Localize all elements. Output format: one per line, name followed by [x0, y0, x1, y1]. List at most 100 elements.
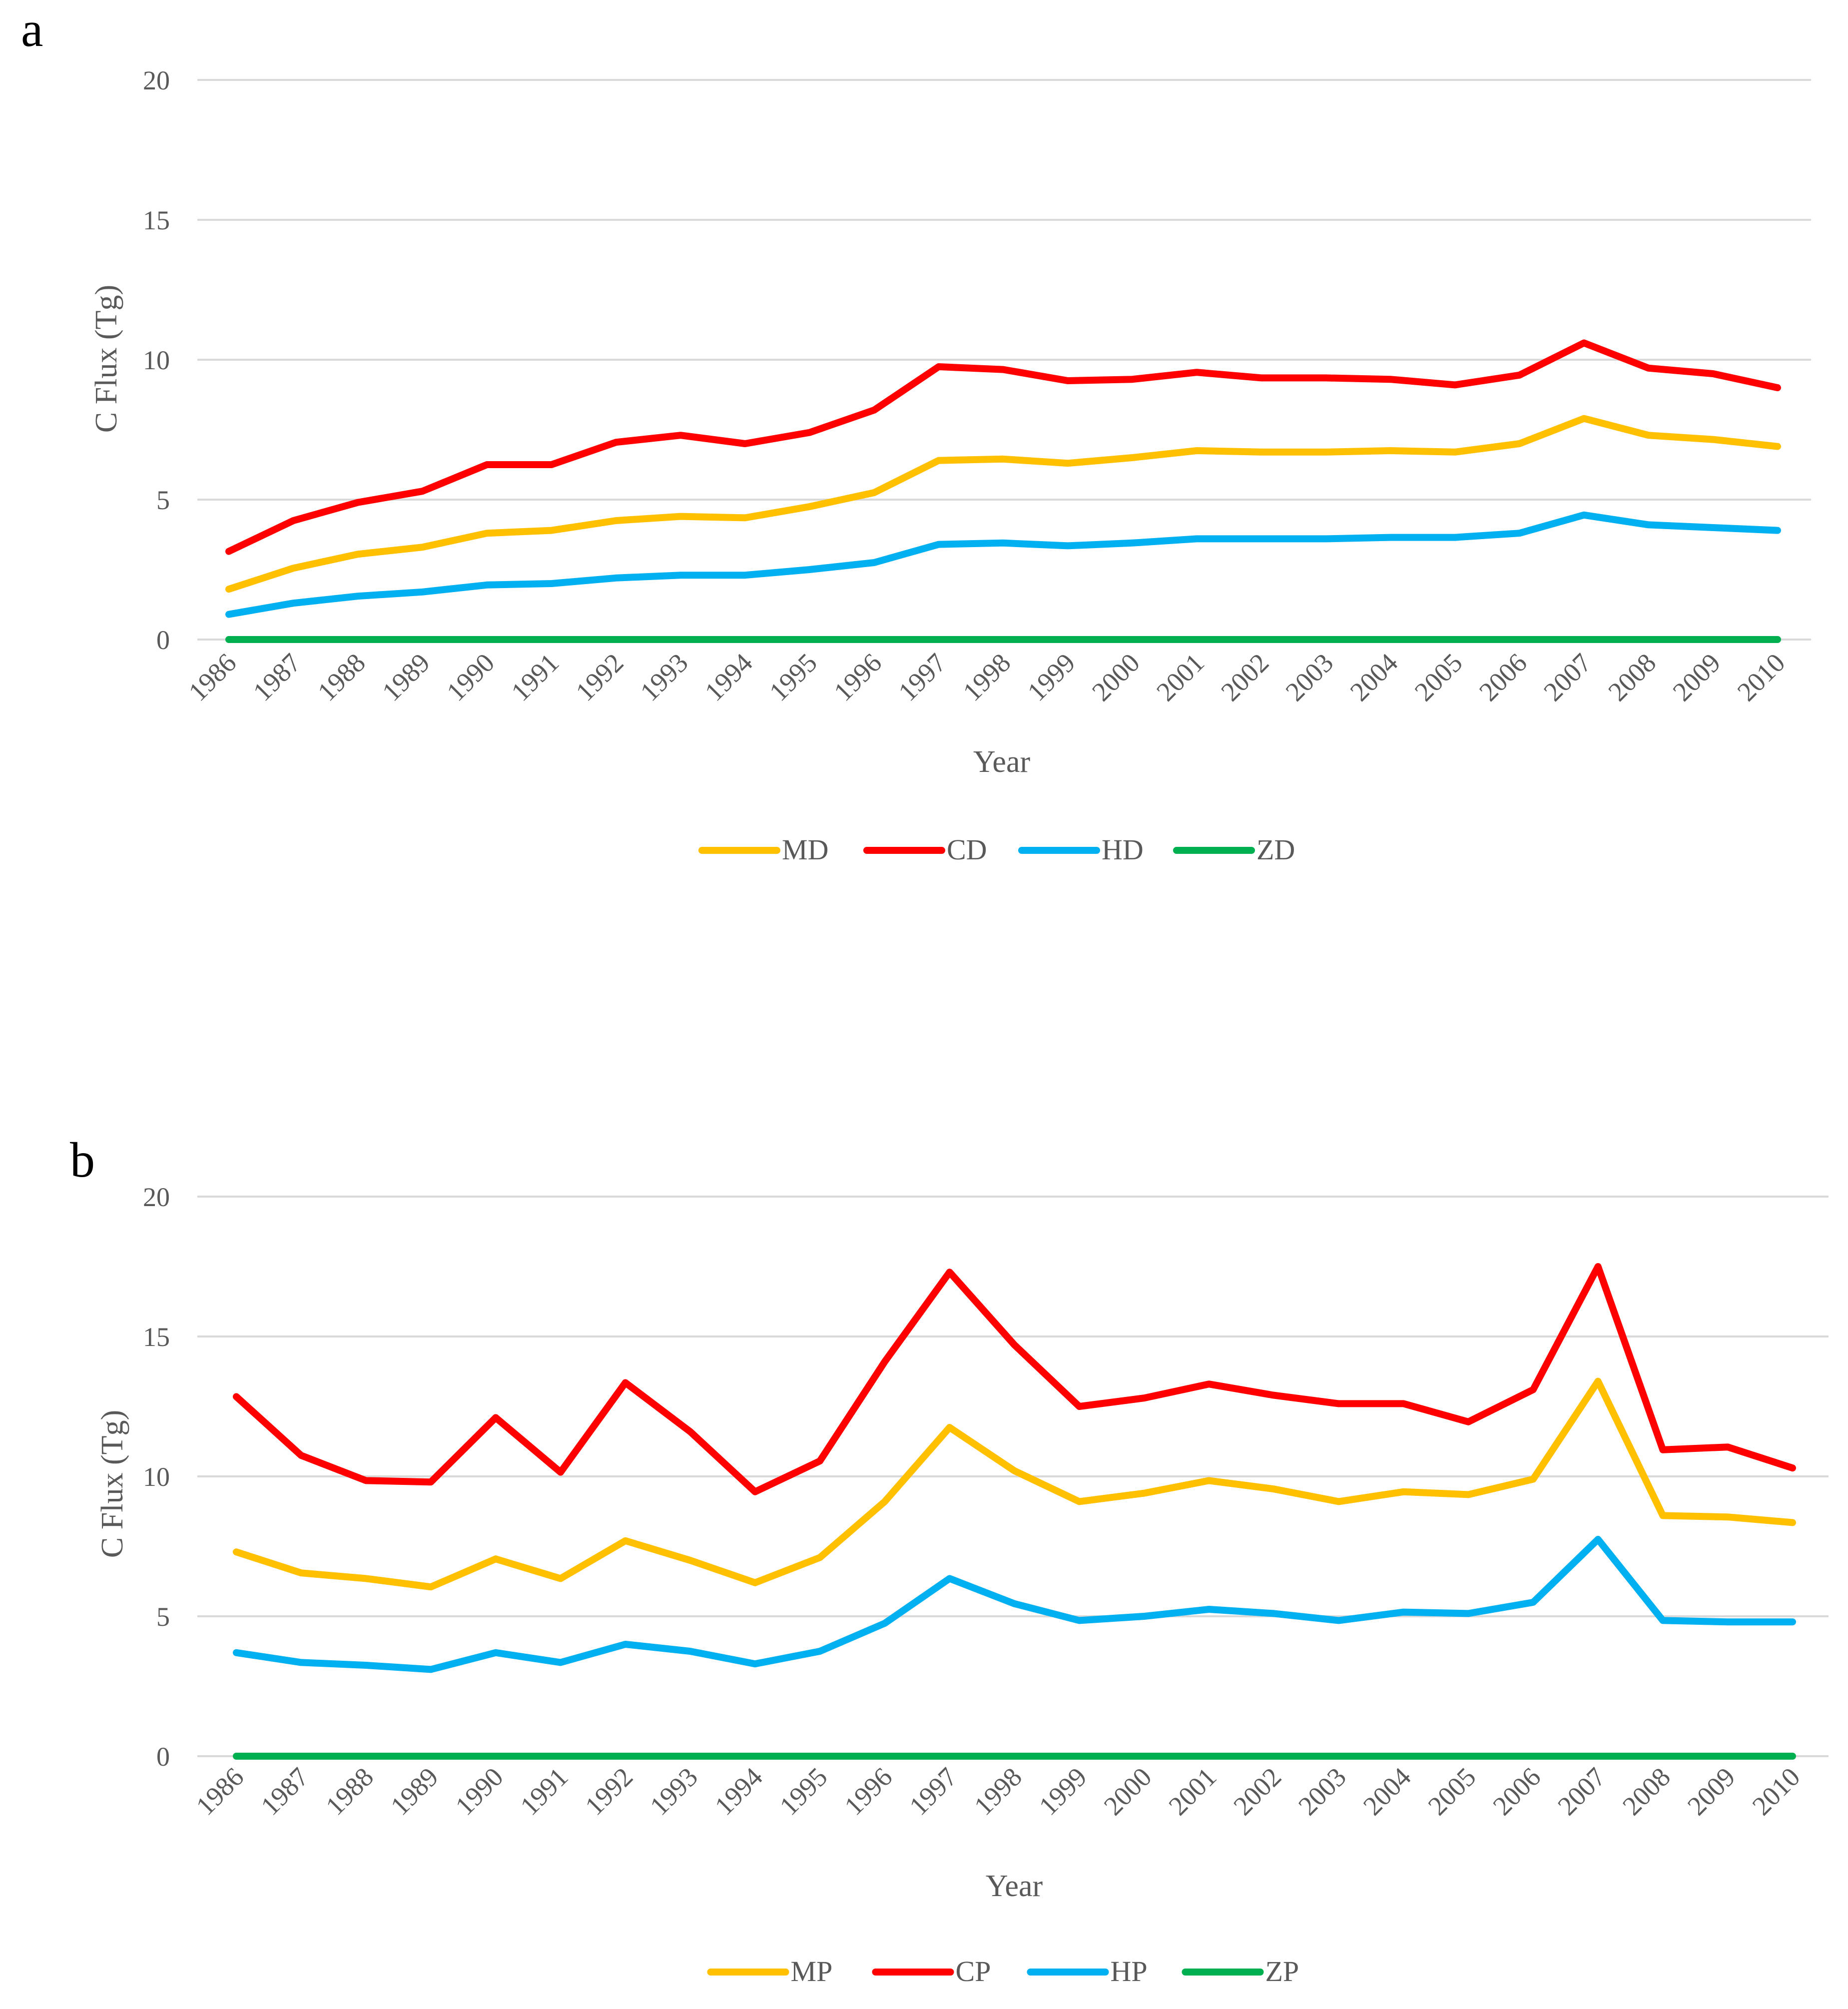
legend-label: ZP: [1265, 1955, 1299, 1988]
legend-item-cd: CD: [863, 833, 987, 866]
panel-label: a: [21, 1, 43, 57]
y-axis-title: C Flux (Tg): [89, 285, 123, 433]
x-tick-label: 1993: [644, 1762, 703, 1821]
x-tick-label: 1999: [1022, 648, 1081, 707]
x-tick-label: 1997: [893, 648, 952, 707]
legend-item-hd: HD: [1018, 833, 1144, 866]
legend-label: MP: [791, 1955, 833, 1988]
x-tick-label: 2002: [1215, 648, 1274, 707]
series-line-md: [225, 415, 1781, 593]
x-tick-label: 2006: [1473, 648, 1533, 707]
legend-label: MD: [782, 833, 828, 866]
x-tick-label: 1998: [957, 648, 1017, 707]
x-tick-label: 2004: [1344, 648, 1404, 707]
x-tick-label: 1990: [450, 1762, 509, 1821]
x-tick-label: 1995: [774, 1762, 833, 1821]
x-tick-label: 1989: [376, 648, 436, 707]
y-tick-label: 5: [156, 1602, 170, 1632]
x-tick-label: 1996: [828, 648, 887, 707]
x-tick-label: 2007: [1552, 1762, 1611, 1821]
series-lines: [225, 339, 1781, 643]
series-line-hd: [225, 511, 1781, 618]
x-tick-label: 2008: [1617, 1762, 1676, 1821]
gridlines: [197, 1196, 1829, 1757]
y-tick-label: 0: [156, 1742, 170, 1772]
y-tick-label: 15: [143, 1322, 170, 1352]
y-axis-title: C Flux (Tg): [95, 1410, 129, 1558]
x-axis-ticks: 1986 1987 1988 1989 1990 1991 1992 1993 1994 1995…: [190, 1762, 1806, 1821]
y-tick-label: 5: [156, 485, 170, 515]
x-tick-label: 1990: [441, 648, 500, 707]
x-tick-label: 1986: [183, 648, 242, 707]
x-tick-label: 2007: [1538, 648, 1597, 707]
series-line-hp: [233, 1536, 1796, 1673]
x-tick-label: 2006: [1487, 1762, 1547, 1821]
y-tick-label: 10: [143, 1462, 170, 1492]
x-axis-title: Year: [986, 1869, 1043, 1903]
x-tick-label: 2003: [1292, 1762, 1352, 1821]
x-tick-label: 2000: [1098, 1762, 1158, 1821]
legend-label: CD: [947, 833, 987, 866]
x-tick-label: 1992: [579, 1762, 638, 1821]
x-tick-label: 1987: [247, 648, 307, 707]
y-tick-label: 10: [143, 345, 170, 375]
legend-item-md: MD: [698, 833, 828, 866]
y-axis-ticks: 0 5 10 15 20: [143, 65, 170, 655]
x-tick-label: 1996: [839, 1762, 898, 1821]
series-line-cp: [233, 1263, 1796, 1495]
x-tick-label: 1994: [699, 648, 758, 707]
x-tick-label: 1987: [255, 1762, 314, 1821]
series-line-cd: [225, 339, 1781, 555]
x-tick-label: 1999: [1033, 1762, 1093, 1821]
x-tick-label: 1989: [385, 1762, 444, 1821]
x-tick-label: 1991: [515, 1762, 574, 1821]
legend: MP CP HP ZP: [707, 1955, 1299, 1988]
x-tick-label: 2002: [1228, 1762, 1287, 1821]
legend-item-mp: MP: [707, 1955, 833, 1988]
x-tick-label: 2009: [1682, 1762, 1741, 1821]
x-axis-title: Year: [973, 745, 1031, 779]
x-tick-label: 2005: [1409, 648, 1468, 707]
x-tick-label: 1994: [709, 1762, 768, 1821]
legend-item-hp: HP: [1027, 1955, 1148, 1988]
x-tick-label: 1992: [570, 648, 629, 707]
x-tick-label: 1986: [190, 1762, 250, 1821]
x-tick-label: 1988: [320, 1762, 379, 1821]
panel-label: b: [70, 1132, 95, 1188]
x-tick-label: 1995: [763, 648, 823, 707]
y-tick-label: 15: [143, 205, 170, 235]
legend-label: ZD: [1256, 833, 1295, 866]
legend-label: HP: [1111, 1955, 1148, 1988]
x-tick-label: 1988: [312, 648, 371, 707]
x-tick-label: 2005: [1422, 1762, 1482, 1821]
series-lines: [233, 1263, 1796, 1760]
y-axis-ticks: 0 5 10 15 20: [143, 1182, 170, 1772]
x-axis-ticks: 1986 1987 1988 1989 1990 1991 1992 1993 1994 1995…: [183, 648, 1791, 707]
x-tick-label: 2010: [1747, 1762, 1806, 1821]
legend-label: CP: [956, 1955, 991, 1988]
x-tick-label: 2001: [1163, 1762, 1223, 1821]
x-tick-label: 2000: [1086, 648, 1146, 707]
x-tick-label: 1998: [968, 1762, 1028, 1821]
legend-label: HD: [1102, 833, 1144, 866]
x-tick-label: 2008: [1602, 648, 1662, 707]
series-line-mp: [233, 1377, 1796, 1591]
legend-item-zp: ZP: [1182, 1955, 1299, 1988]
legend: MD CD HD ZD: [698, 833, 1295, 866]
y-tick-label: 20: [143, 1182, 170, 1212]
x-tick-label: 1991: [506, 648, 565, 707]
x-tick-label: 1993: [634, 648, 694, 707]
x-tick-label: 1997: [903, 1762, 963, 1821]
x-tick-label: 2010: [1732, 648, 1791, 707]
y-tick-label: 20: [143, 65, 170, 95]
legend-item-zd: ZD: [1173, 833, 1295, 866]
gridlines: [197, 79, 1811, 641]
legend-item-cp: CP: [872, 1955, 991, 1988]
x-tick-label: 2009: [1667, 648, 1727, 707]
x-tick-label: 2003: [1280, 648, 1339, 707]
x-tick-label: 2001: [1151, 648, 1210, 707]
y-tick-label: 0: [156, 625, 170, 655]
